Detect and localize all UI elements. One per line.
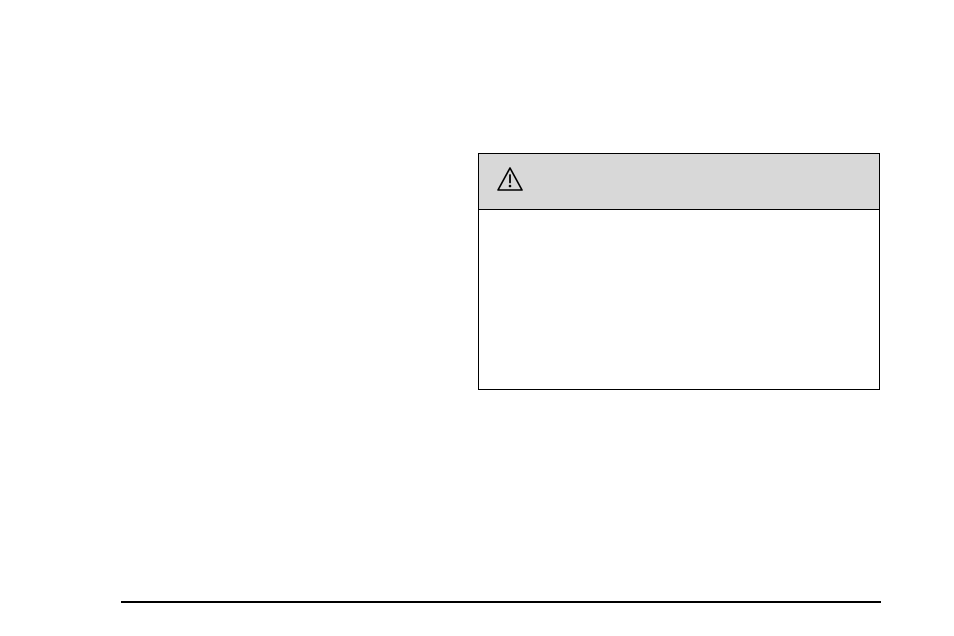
warning-header	[479, 154, 879, 210]
warning-triangle-icon	[497, 167, 523, 196]
page-footer-rule	[121, 601, 881, 603]
warning-body	[479, 210, 879, 389]
warning-box	[478, 153, 880, 390]
